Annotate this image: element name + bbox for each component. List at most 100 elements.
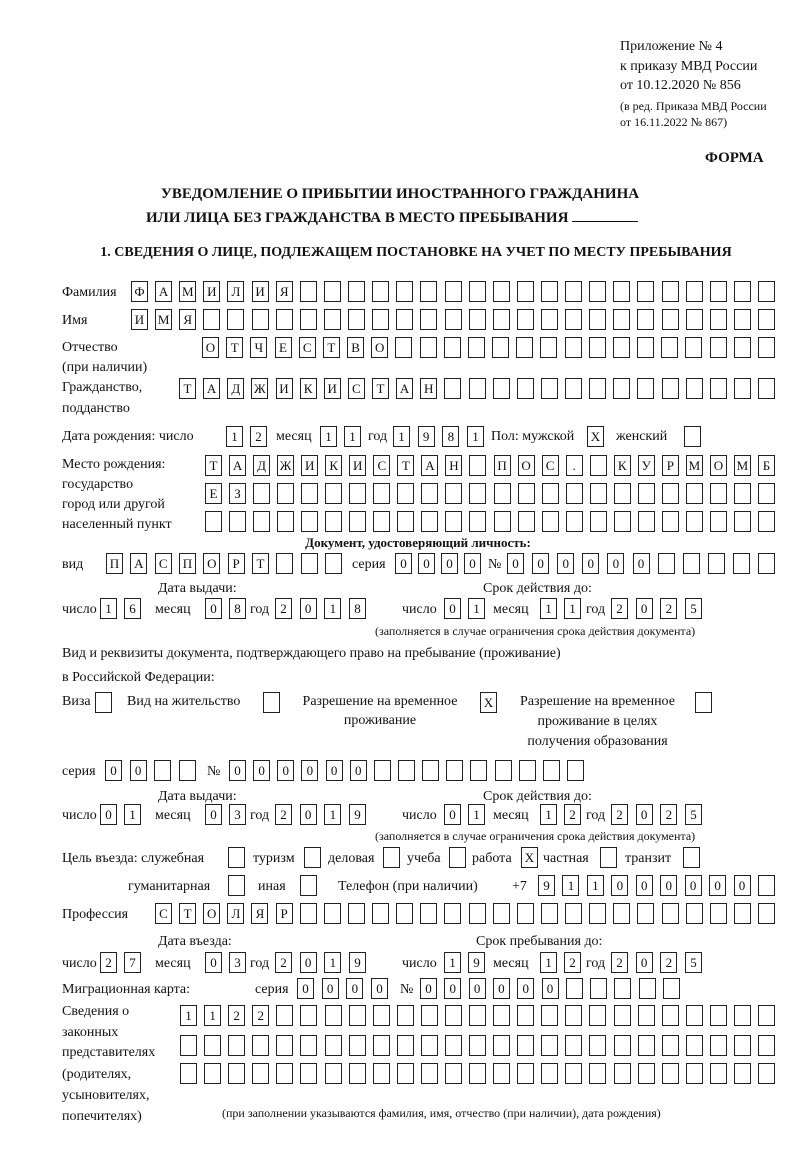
char-box[interactable] (349, 511, 367, 532)
char-box[interactable] (349, 483, 367, 504)
char-box[interactable] (685, 483, 703, 504)
char-box[interactable] (444, 1035, 462, 1056)
purpose-humanitarian-checkbox[interactable] (228, 875, 245, 898)
char-box[interactable] (323, 281, 341, 302)
char-box[interactable]: 2 (660, 952, 678, 973)
char-box[interactable] (709, 1035, 727, 1056)
char-box[interactable] (277, 511, 295, 532)
char-box[interactable]: 1 (586, 875, 604, 896)
char-box[interactable] (444, 309, 462, 330)
char-box[interactable]: П (106, 553, 123, 574)
char-box[interactable]: С (154, 553, 172, 574)
char-box[interactable] (542, 760, 560, 781)
char-box[interactable]: 0 (299, 952, 317, 973)
char-box[interactable] (372, 1005, 390, 1026)
char-box[interactable]: 0 (346, 978, 364, 999)
temp-permit-checkbox[interactable]: X (480, 692, 497, 715)
char-box[interactable] (589, 455, 607, 476)
char-box[interactable]: 8 (442, 426, 460, 447)
char-box[interactable]: Т (372, 378, 389, 399)
char-box[interactable] (396, 281, 414, 302)
char-box[interactable]: 0 (129, 760, 147, 781)
char-box[interactable]: 0 (660, 875, 678, 896)
char-box[interactable] (348, 1005, 366, 1026)
char-box[interactable]: А (421, 455, 439, 476)
char-box[interactable] (304, 847, 321, 868)
char-box[interactable] (397, 511, 415, 532)
char-box[interactable] (492, 337, 510, 358)
purpose-business-checkbox[interactable] (383, 847, 400, 870)
char-box[interactable]: Р (275, 903, 293, 924)
sex-female-checkbox[interactable] (684, 426, 701, 449)
char-box[interactable] (396, 903, 414, 924)
char-box[interactable]: О (371, 337, 389, 358)
char-box[interactable]: 0 (297, 978, 314, 999)
char-box[interactable]: 0 (507, 553, 524, 574)
char-box[interactable] (468, 903, 486, 924)
char-box[interactable]: 1 (564, 598, 581, 619)
char-box[interactable]: И (251, 281, 269, 302)
char-box[interactable]: 0 (635, 875, 653, 896)
char-box[interactable]: 9 (417, 426, 435, 447)
char-box[interactable] (443, 337, 461, 358)
char-box[interactable] (663, 978, 680, 999)
char-box[interactable]: К (613, 455, 631, 476)
char-box[interactable]: 3 (229, 804, 246, 825)
char-box[interactable]: 2 (660, 804, 678, 825)
char-box[interactable] (589, 309, 607, 330)
char-box[interactable] (449, 847, 466, 868)
char-box[interactable] (517, 483, 535, 504)
char-box[interactable]: 0 (444, 804, 461, 825)
char-box[interactable] (733, 1063, 751, 1084)
char-box[interactable] (445, 483, 463, 504)
char-box[interactable]: С (347, 378, 365, 399)
char-box[interactable] (661, 1005, 679, 1026)
char-box[interactable]: Т (397, 455, 415, 476)
char-box[interactable] (600, 847, 617, 868)
char-box[interactable]: У (637, 455, 655, 476)
char-box[interactable]: Т (226, 337, 244, 358)
char-box[interactable] (373, 483, 391, 504)
char-box[interactable] (661, 1063, 679, 1084)
char-box[interactable] (422, 760, 440, 781)
char-box[interactable] (732, 553, 750, 574)
char-box[interactable]: 8 (349, 598, 366, 619)
char-box[interactable] (516, 378, 534, 399)
char-box[interactable] (758, 1035, 775, 1056)
char-box[interactable] (758, 337, 775, 358)
char-box[interactable]: 0 (349, 760, 367, 781)
char-box[interactable] (372, 281, 390, 302)
char-box[interactable] (682, 553, 700, 574)
char-box[interactable]: 0 (492, 978, 510, 999)
char-box[interactable] (758, 903, 775, 924)
char-box[interactable]: О (517, 455, 535, 476)
char-box[interactable]: П (493, 455, 511, 476)
char-box[interactable] (180, 1063, 197, 1084)
char-box[interactable] (468, 281, 486, 302)
char-box[interactable] (589, 1035, 607, 1056)
char-box[interactable]: 1 (540, 952, 557, 973)
char-box[interactable]: Н (420, 378, 438, 399)
char-box[interactable] (323, 309, 341, 330)
char-box[interactable] (493, 1005, 511, 1026)
char-box[interactable] (227, 309, 245, 330)
char-box[interactable] (540, 281, 558, 302)
char-box[interactable]: 0 (532, 553, 550, 574)
char-box[interactable] (758, 1005, 775, 1026)
char-box[interactable] (517, 511, 535, 532)
char-box[interactable]: Д (253, 455, 271, 476)
char-box[interactable] (589, 1005, 607, 1026)
char-box[interactable]: 1 (124, 804, 141, 825)
char-box[interactable] (709, 378, 727, 399)
char-box[interactable] (684, 426, 701, 447)
char-box[interactable]: Н (445, 455, 463, 476)
char-box[interactable] (493, 511, 511, 532)
char-box[interactable] (540, 337, 558, 358)
